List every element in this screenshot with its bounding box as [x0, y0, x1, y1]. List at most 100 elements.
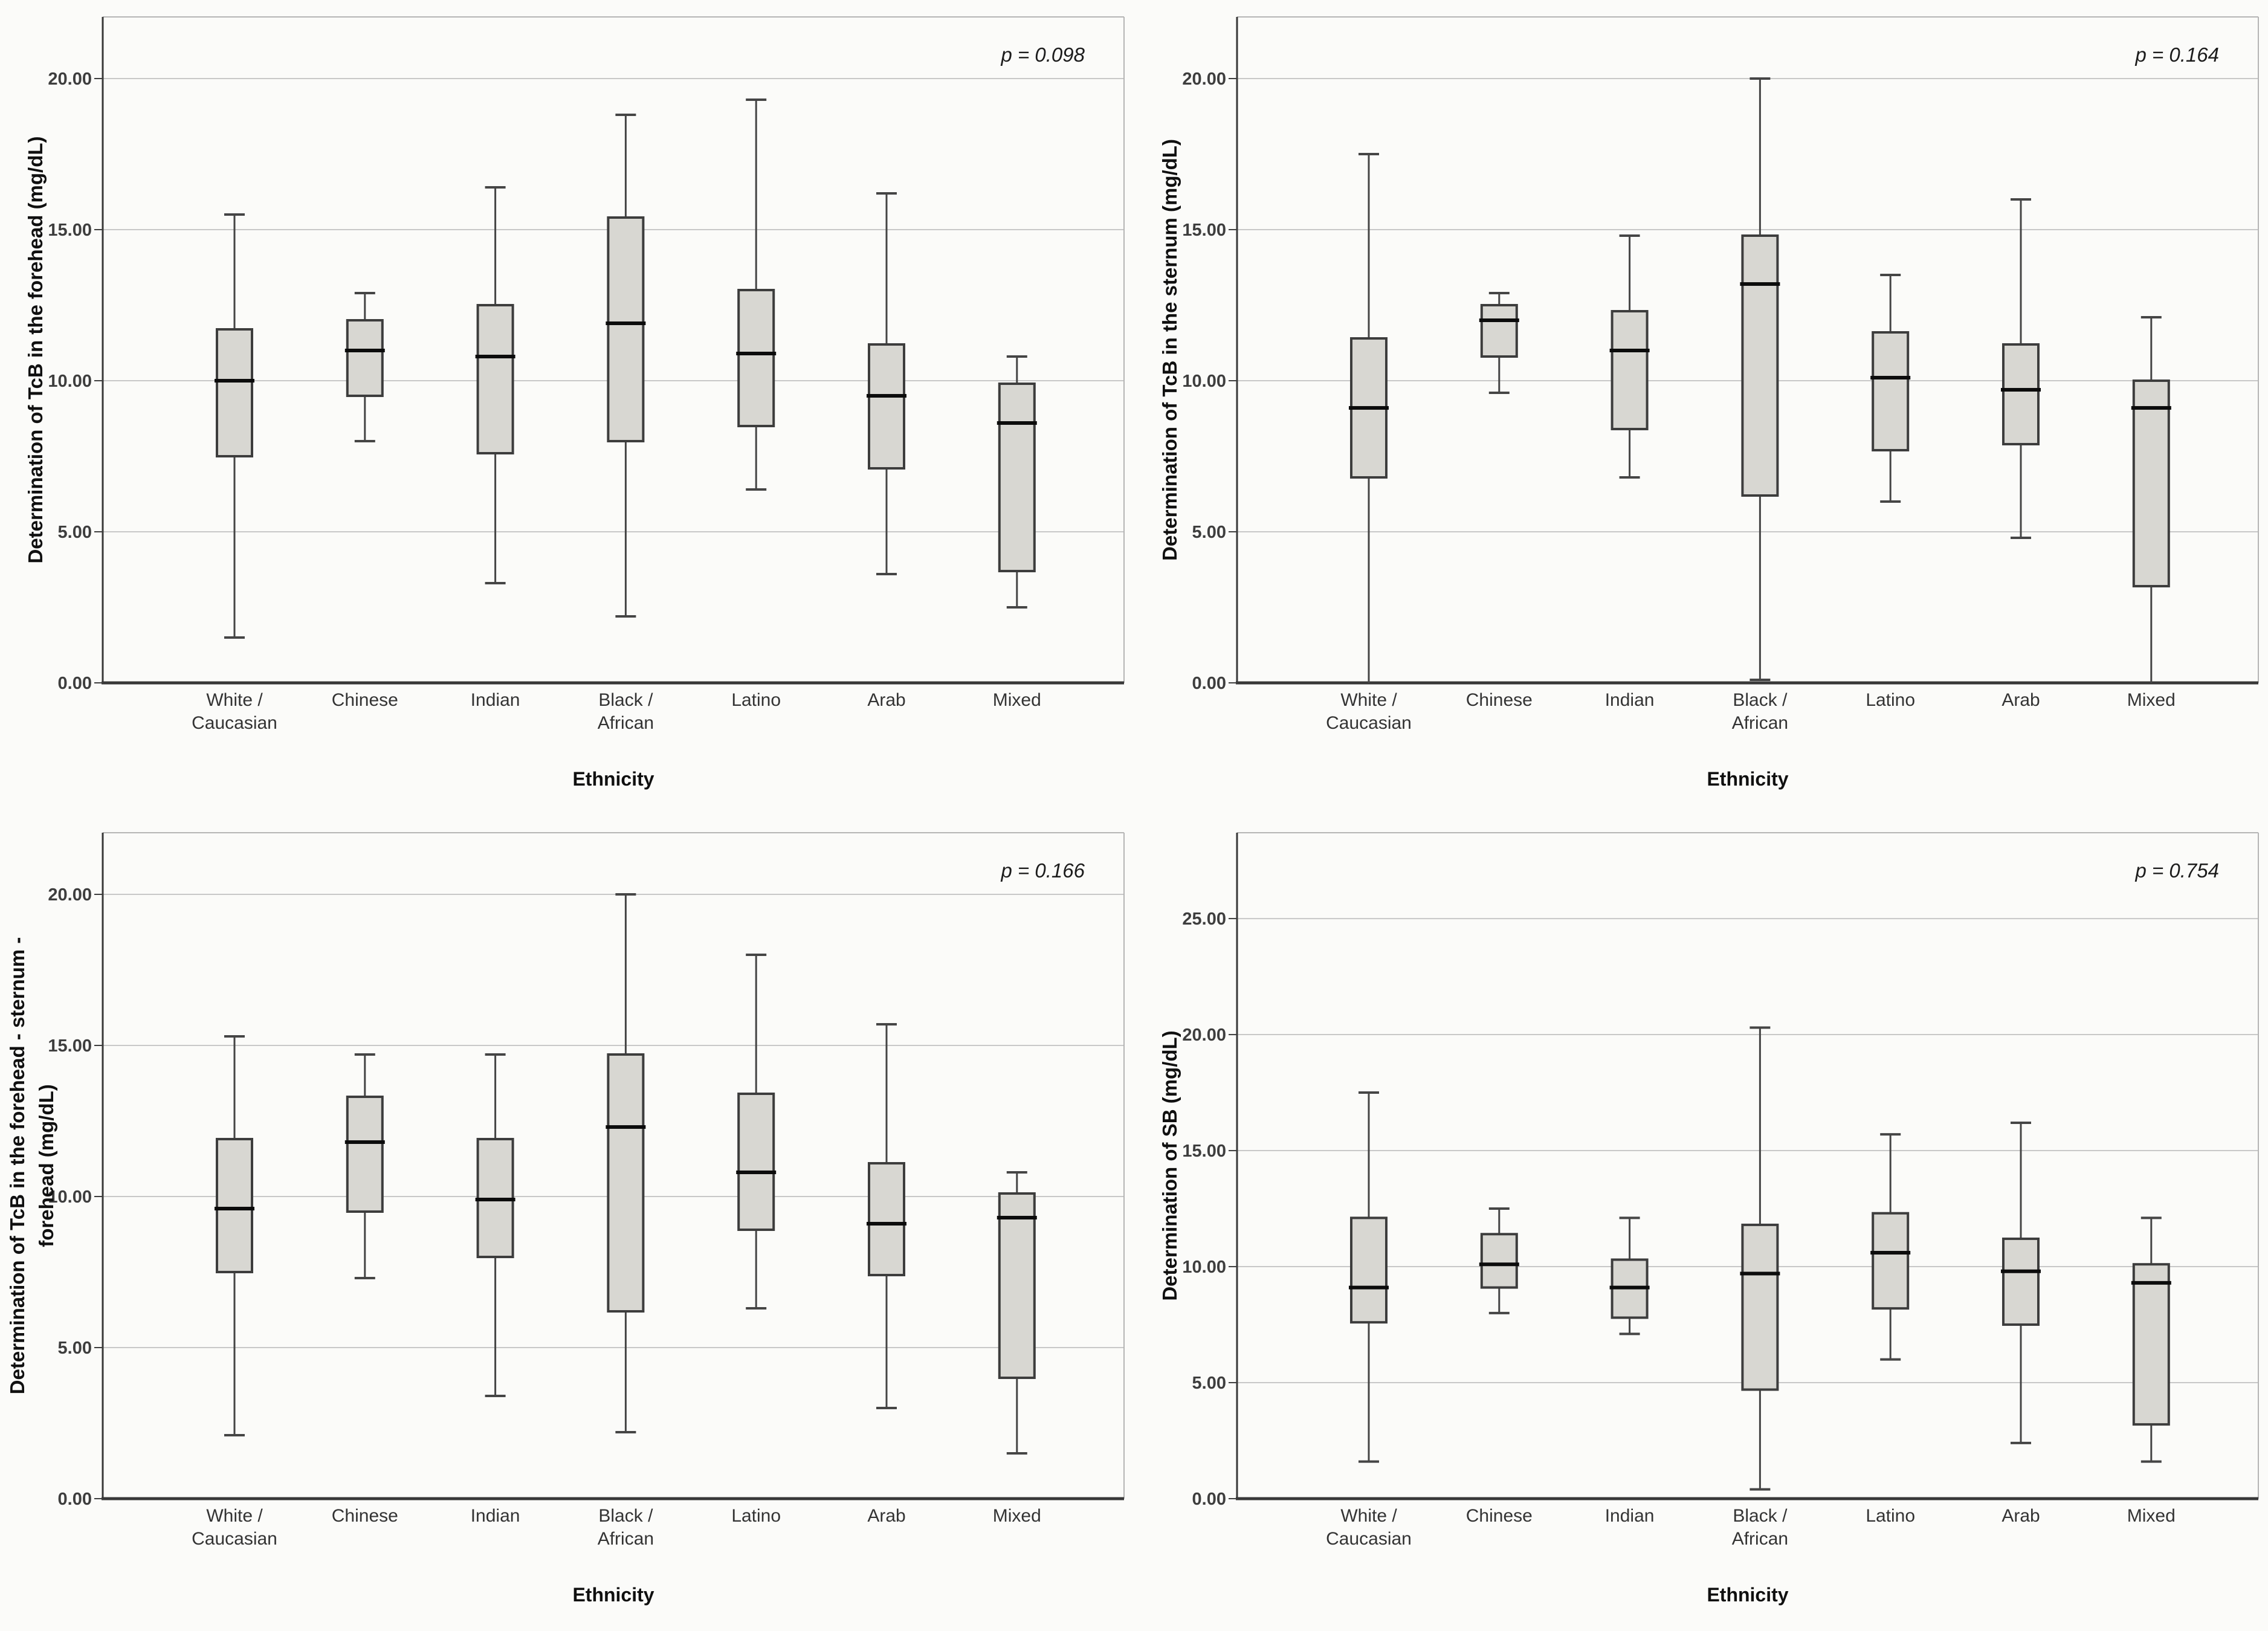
- box-group-0: [1349, 1091, 1389, 1463]
- category-label: Arab: [867, 690, 905, 710]
- box-group-6: [997, 355, 1037, 609]
- box-chinese: [1480, 1233, 1518, 1289]
- category-label: Latino: [1866, 690, 1915, 710]
- category-label: Chinese: [1466, 690, 1533, 710]
- box-group-4: [736, 954, 777, 1310]
- category-label: Chinese: [1466, 1506, 1533, 1526]
- y-tick-label: 10.00: [1182, 372, 1226, 391]
- box-chinese: [346, 1096, 384, 1213]
- box-mixed: [998, 1192, 1036, 1379]
- box-black-african: [1741, 234, 1779, 497]
- category-label: Black / African: [598, 1506, 654, 1549]
- y-tick-label: 5.00: [58, 1339, 92, 1358]
- y-tick-label: 15.00: [1182, 221, 1226, 240]
- category-label: Latino: [731, 1506, 781, 1526]
- box-group-2: [475, 1053, 515, 1397]
- box-group-5: [867, 1023, 906, 1409]
- y-tick-label: 25.00: [1182, 909, 1226, 929]
- category-label: Black / African: [1732, 1506, 1788, 1549]
- y-axis-title-line-1: Determination of SB (mg/dL): [1158, 1030, 1181, 1300]
- y-tick-label: 5.00: [1192, 523, 1226, 542]
- box-group-1: [344, 1053, 385, 1279]
- box-chinese: [1480, 304, 1518, 358]
- category-label: Arab: [2001, 1506, 2040, 1526]
- y-tick-label: 15.00: [48, 1036, 92, 1056]
- panel-background: [1134, 816, 2268, 1631]
- box-group-2: [475, 186, 515, 584]
- box-arab: [2002, 343, 2040, 445]
- category-label: Black / African: [1732, 690, 1788, 733]
- category-label: White / Caucasian: [192, 690, 277, 733]
- panel-tcb-forehead-sternum-forehead: 0.00 5.00 10.00 15.00 20.00 White / Caucasian C…: [0, 816, 1134, 1631]
- box-mixed: [2132, 1263, 2170, 1426]
- y-tick-label: 15.00: [1182, 1142, 1226, 1161]
- x-axis-title: Ethnicity: [572, 1584, 654, 1606]
- category-label: Latino: [1866, 1506, 1915, 1526]
- category-label: Indian: [1605, 690, 1655, 710]
- box-latino: [737, 289, 775, 427]
- boxplot-svg: 0.00 5.00 10.00 15.00 20.00 White / Caucasian C…: [0, 816, 1134, 1631]
- p-value-label: p = 0.166: [1000, 859, 1085, 882]
- y-tick-label: 0.00: [1192, 1490, 1226, 1509]
- box-black-african: [607, 216, 645, 442]
- category-label: Chinese: [332, 1506, 398, 1526]
- panel-sb: 0.00 5.00 10.00 15.00 20.00 25.00 White / Cauca…: [1134, 816, 2268, 1631]
- category-label: Mixed: [993, 1506, 1041, 1526]
- category-label: Indian: [471, 1506, 520, 1526]
- y-tick-label: 10.00: [1182, 1258, 1226, 1277]
- category-label: Arab: [867, 1506, 905, 1526]
- box-black-african: [1741, 1223, 1779, 1391]
- p-value-label: p = 0.098: [1000, 44, 1085, 66]
- box-group-6: [997, 1171, 1037, 1455]
- category-label: Arab: [2001, 690, 2040, 710]
- box-white-caucasian: [216, 1138, 253, 1273]
- box-group-1: [1479, 1207, 1519, 1314]
- y-axis-title-line-1: Determination of TcB in the forehead - s…: [6, 937, 28, 1395]
- boxplot-svg: 0.00 5.00 10.00 15.00 20.00 White / Caucasian C…: [0, 0, 1134, 815]
- y-tick-label: 0.00: [1192, 674, 1226, 693]
- y-tick-label: 10.00: [48, 372, 92, 391]
- p-value-label: p = 0.754: [2134, 859, 2219, 882]
- box-group-6: [2131, 1216, 2171, 1463]
- category-label: Indian: [471, 690, 520, 710]
- box-group-3: [606, 893, 646, 1433]
- panel-tcb-sternum: 0.00 5.00 10.00 15.00 20.00 White / Caucasian C…: [1134, 0, 2268, 815]
- box-mixed: [2132, 379, 2170, 587]
- box-latino: [1872, 331, 1910, 451]
- box-arab: [2002, 1237, 2040, 1326]
- x-axis-title: Ethnicity: [1707, 768, 1788, 790]
- category-label: White / Caucasian: [1326, 1506, 1412, 1549]
- category-label: Mixed: [993, 690, 1041, 710]
- category-label: Latino: [731, 690, 781, 710]
- box-group-3: [1740, 77, 1780, 681]
- box-white-caucasian: [216, 328, 253, 457]
- box-arab: [868, 1162, 905, 1276]
- box-indian: [1611, 310, 1649, 430]
- y-axis-title-line-1: Determination of TcB in the sternum (mg/…: [1158, 139, 1181, 561]
- box-group-0: [1349, 153, 1389, 683]
- box-black-african: [607, 1053, 645, 1313]
- box-group-2: [1609, 1216, 1650, 1335]
- category-label: Mixed: [2127, 690, 2176, 710]
- y-tick-label: 5.00: [58, 523, 92, 542]
- box-latino: [1872, 1212, 1910, 1310]
- category-label: White / Caucasian: [192, 1506, 277, 1549]
- category-label: Mixed: [2127, 1506, 2176, 1526]
- category-label: Chinese: [332, 690, 398, 710]
- y-tick-label: 0.00: [58, 674, 92, 693]
- x-axis-title: Ethnicity: [1707, 1584, 1788, 1606]
- box-group-6: [2131, 316, 2171, 683]
- box-group-0: [215, 1035, 254, 1436]
- box-group-4: [736, 99, 777, 491]
- box-group-1: [1479, 292, 1519, 394]
- panel-background: [0, 0, 1134, 815]
- y-axis-title-line-2: forehead (mg/dL): [35, 1084, 57, 1247]
- boxplot-svg: 0.00 5.00 10.00 15.00 20.00 25.00 White / Cauca…: [1134, 816, 2268, 1631]
- box-group-2: [1609, 234, 1650, 479]
- box-chinese: [346, 319, 384, 397]
- box-group-0: [215, 213, 254, 639]
- y-tick-label: 10.00: [48, 1187, 92, 1207]
- x-axis-title: Ethnicity: [572, 768, 654, 790]
- y-tick-label: 20.00: [1182, 1025, 1226, 1045]
